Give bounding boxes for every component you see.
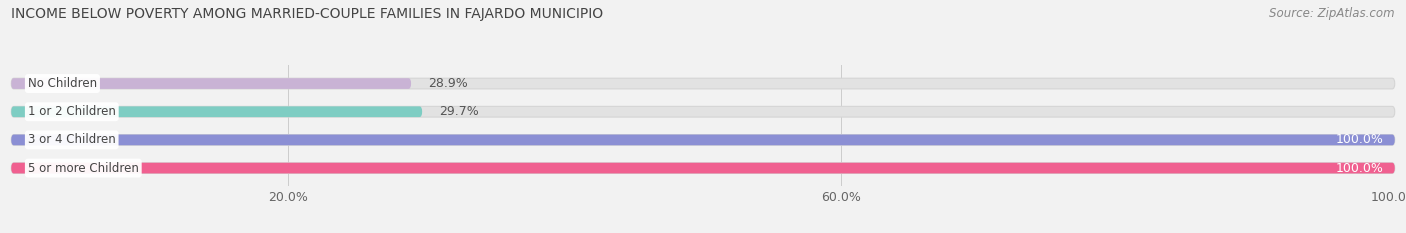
Text: 28.9%: 28.9% <box>427 77 467 90</box>
FancyBboxPatch shape <box>11 106 1395 117</box>
Text: Source: ZipAtlas.com: Source: ZipAtlas.com <box>1270 7 1395 20</box>
FancyBboxPatch shape <box>11 163 1395 173</box>
Text: 100.0%: 100.0% <box>1336 161 1384 175</box>
FancyBboxPatch shape <box>11 134 1395 145</box>
Text: No Children: No Children <box>28 77 97 90</box>
FancyBboxPatch shape <box>11 106 422 117</box>
FancyBboxPatch shape <box>11 134 1395 145</box>
Text: INCOME BELOW POVERTY AMONG MARRIED-COUPLE FAMILIES IN FAJARDO MUNICIPIO: INCOME BELOW POVERTY AMONG MARRIED-COUPL… <box>11 7 603 21</box>
Text: 3 or 4 Children: 3 or 4 Children <box>28 134 115 146</box>
Text: 29.7%: 29.7% <box>439 105 478 118</box>
FancyBboxPatch shape <box>11 78 1395 89</box>
FancyBboxPatch shape <box>11 78 411 89</box>
Text: 5 or more Children: 5 or more Children <box>28 161 139 175</box>
Text: 100.0%: 100.0% <box>1336 134 1384 146</box>
Text: 1 or 2 Children: 1 or 2 Children <box>28 105 115 118</box>
FancyBboxPatch shape <box>11 163 1395 173</box>
